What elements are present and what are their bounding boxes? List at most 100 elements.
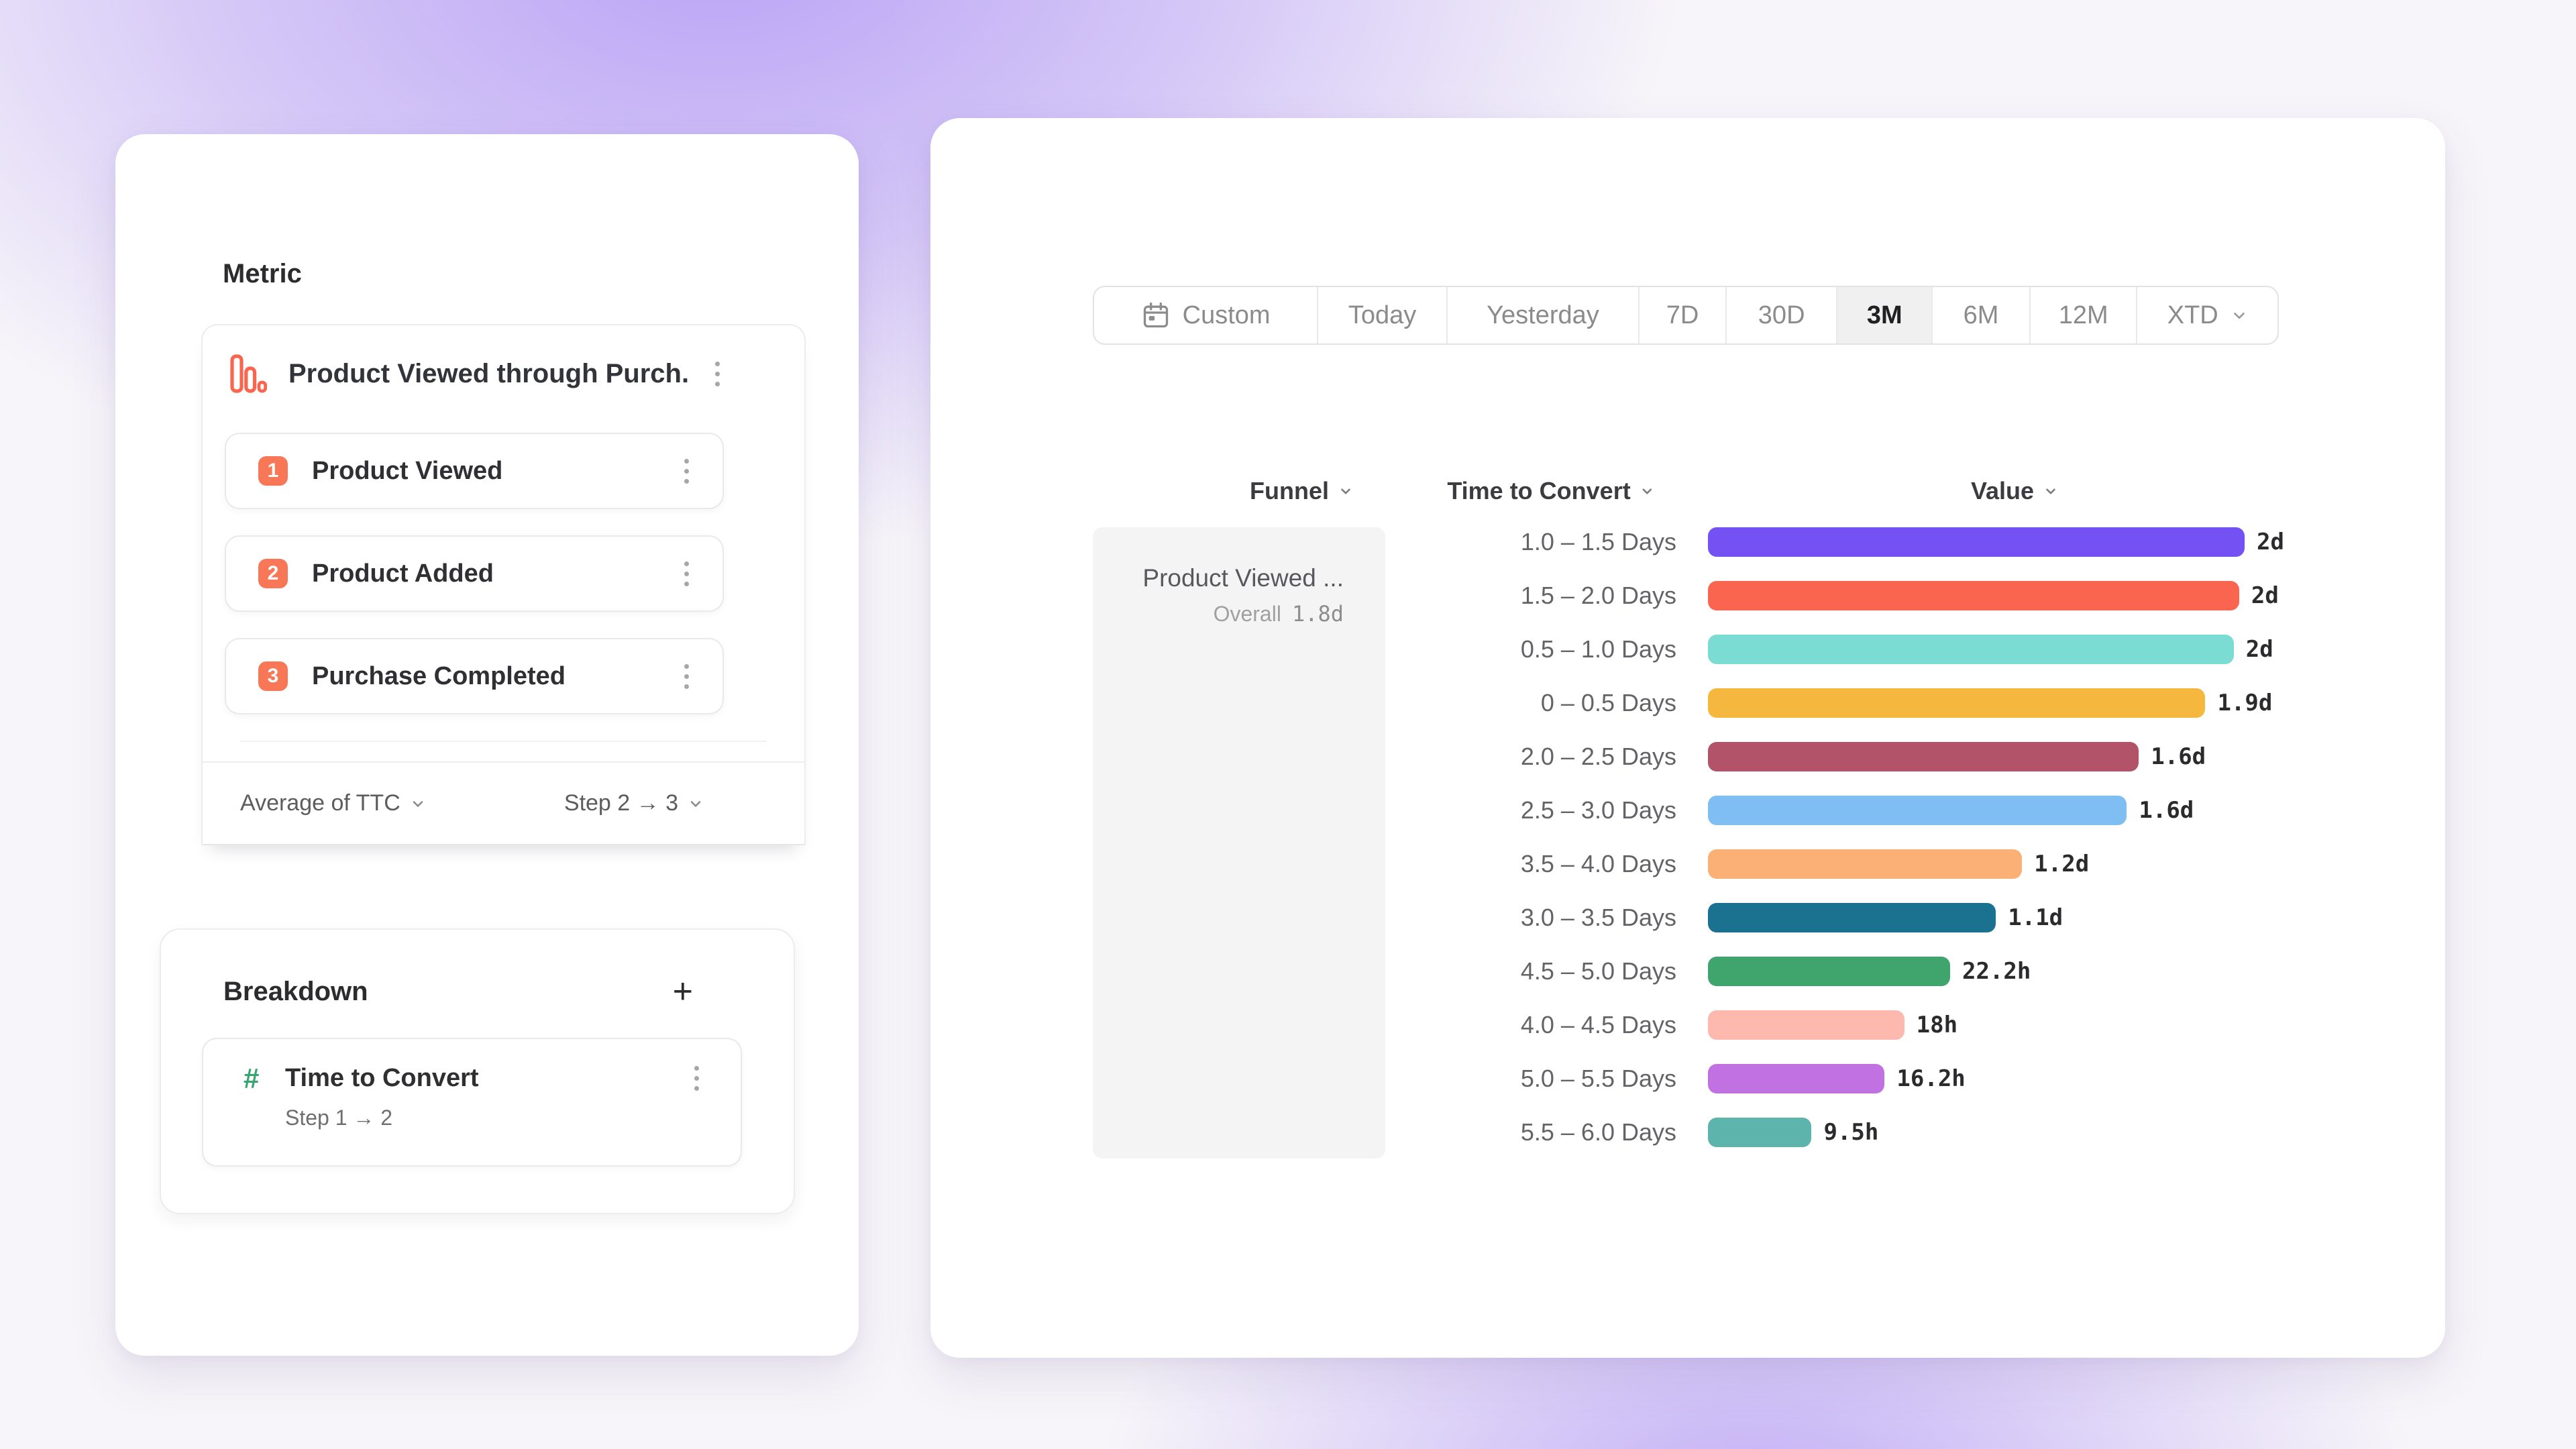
breakdown-step-range: Step 1 → 2	[285, 1106, 393, 1130]
kebab-menu-icon[interactable]	[680, 557, 693, 590]
number-property-icon: #	[244, 1062, 260, 1094]
column-header-label: Time to Convert	[1447, 477, 1631, 504]
step-event-label: Product Viewed	[312, 456, 503, 485]
ttc-bar[interactable]	[1708, 635, 2234, 664]
date-range-option-xtd[interactable]: XTD	[2137, 287, 2277, 343]
step-number-badge: 1	[258, 456, 288, 486]
kebab-menu-icon[interactable]	[711, 358, 724, 390]
date-range-option-label: 3M	[1866, 301, 1902, 329]
table-row: 4.5 – 5.0 Days 22.2h	[1395, 957, 2414, 986]
funnel-step-row-1[interactable]: 1 Product Viewed	[225, 433, 724, 509]
date-range-option-custom[interactable]: Custom	[1094, 287, 1319, 343]
ttc-bar[interactable]	[1708, 957, 1950, 986]
step-range-select[interactable]: Step 2 → 3	[564, 790, 704, 816]
column-header-time-to-convert[interactable]: Time to Convert	[1447, 476, 1654, 506]
ttc-bar[interactable]	[1708, 903, 1996, 932]
funnel-group-name: Product Viewed ...	[1142, 564, 1344, 592]
breakdown-property-card[interactable]: # Time to Convert Step 1 → 2	[202, 1038, 742, 1167]
column-header-label: Value	[1970, 477, 2035, 504]
table-row: 4.0 – 4.5 Days 18h	[1395, 1010, 2414, 1040]
column-header-funnel[interactable]: Funnel	[1250, 476, 1353, 506]
step-number-badge: 2	[258, 559, 288, 588]
chevron-down-icon	[2046, 488, 2055, 494]
ttc-bar-value: 2d	[2251, 582, 2279, 609]
date-range-option-label: 6M	[1963, 301, 1999, 329]
date-range-option-6m[interactable]: 6M	[1933, 287, 2031, 343]
breakdown-header: Breakdown +	[161, 930, 794, 1011]
funnel-chart-icon	[230, 354, 267, 393]
date-range-option-label: 12M	[2058, 301, 2108, 329]
ttc-bar-value: 2d	[2257, 529, 2284, 555]
kebab-menu-icon[interactable]	[680, 455, 693, 488]
chevron-down-icon	[1341, 488, 1350, 494]
funnel-metric-row[interactable]: Product Viewed through Purch...	[203, 325, 804, 394]
step-event-label: Purchase Completed	[312, 661, 566, 690]
report-panel: Custom Today Yesterday 7D 30D 3M 6M 12M …	[930, 118, 2445, 1358]
ttc-bar[interactable]	[1708, 1064, 1885, 1093]
breakdown-table: 1.0 – 1.5 Days 2d 1.5 – 2.0 Days 2d 0.5 …	[1395, 527, 2414, 1147]
divider	[240, 741, 767, 742]
kebab-menu-icon[interactable]	[690, 1062, 703, 1095]
aggregation-select[interactable]: Average of TTC	[240, 790, 426, 816]
date-range-picker: Custom Today Yesterday 7D 30D 3M 6M 12M …	[1093, 286, 2279, 345]
ttc-bucket-label: 3.5 – 4.0 Days	[1520, 850, 1676, 877]
date-range-option-label: XTD	[2167, 301, 2218, 329]
funnel-step-row-2[interactable]: 2 Product Added	[225, 535, 724, 612]
funnel-overall-row: Overall 1.8d	[1113, 601, 1344, 627]
date-range-option-label: Custom	[1182, 301, 1271, 329]
ttc-bucket-label: 3.0 – 3.5 Days	[1520, 904, 1676, 931]
table-row: 3.0 – 3.5 Days 1.1d	[1395, 903, 2414, 932]
date-range-option-today[interactable]: Today	[1318, 287, 1448, 343]
ttc-bar[interactable]	[1708, 527, 2245, 557]
date-range-option-label: 30D	[1758, 301, 1805, 329]
metric-card: Product Viewed through Purch... 1 Produc…	[201, 324, 806, 845]
funnel-step-row-3[interactable]: 3 Purchase Completed	[225, 638, 724, 714]
kebab-menu-icon[interactable]	[680, 660, 693, 693]
query-builder-panel: Metric Product Viewed through Purch... 1…	[115, 134, 859, 1356]
step-range-label: Step 2 → 3	[564, 790, 678, 816]
metric-card-footer: Average of TTC Step 2 → 3	[203, 761, 804, 844]
add-breakdown-icon[interactable]: +	[672, 972, 693, 1011]
funnel-metric-name: Product Viewed through Purch...	[288, 358, 690, 388]
ttc-bar[interactable]	[1708, 849, 2023, 879]
chevron-down-icon	[1642, 488, 1652, 494]
ttc-bar-value: 2d	[2245, 636, 2273, 663]
table-row: 2.5 – 3.0 Days 1.6d	[1395, 796, 2414, 825]
ttc-bar-value: 18h	[1916, 1012, 1958, 1038]
overall-value: 1.8d	[1291, 601, 1344, 627]
date-range-option-yesterday[interactable]: Yesterday	[1448, 287, 1640, 343]
ttc-bar-value: 1.1d	[2008, 904, 2063, 931]
ttc-bar-value: 1.9d	[2217, 690, 2273, 716]
ttc-bar-value: 16.2h	[1896, 1065, 1966, 1092]
ttc-bar-value: 22.2h	[1962, 958, 2031, 985]
ttc-bar[interactable]	[1708, 1010, 1904, 1040]
date-range-option-label: 7D	[1666, 301, 1699, 329]
ttc-bucket-label: 2.0 – 2.5 Days	[1520, 743, 1676, 770]
ttc-bar[interactable]	[1708, 1118, 1812, 1147]
date-range-option-3m[interactable]: 3M	[1837, 287, 1933, 343]
column-header-label: Funnel	[1250, 477, 1329, 504]
date-range-option-30d[interactable]: 30D	[1727, 287, 1838, 343]
ttc-bar-value: 1.6d	[2151, 743, 2206, 770]
calendar-icon	[1143, 302, 1168, 328]
ttc-bar[interactable]	[1708, 581, 2239, 610]
ttc-bar-value: 9.5h	[1823, 1119, 1879, 1146]
table-row: 5.5 – 6.0 Days 9.5h	[1395, 1118, 2414, 1147]
column-header-value[interactable]: Value	[1971, 476, 2058, 506]
table-row: 5.0 – 5.5 Days 16.2h	[1395, 1064, 2414, 1093]
ttc-bar[interactable]	[1708, 688, 2206, 718]
table-row: 0.5 – 1.0 Days 2d	[1395, 635, 2414, 664]
chevron-down-icon	[413, 800, 423, 807]
date-range-option-7d[interactable]: 7D	[1640, 287, 1727, 343]
ttc-bar[interactable]	[1708, 742, 2139, 771]
ttc-bar[interactable]	[1708, 796, 2127, 825]
ttc-bucket-label: 1.0 – 1.5 Days	[1520, 528, 1676, 555]
date-range-option-12m[interactable]: 12M	[2031, 287, 2138, 343]
overall-label: Overall	[1213, 602, 1281, 626]
table-row: 0 – 0.5 Days 1.9d	[1395, 688, 2414, 718]
ttc-bar-value: 1.6d	[2139, 797, 2194, 824]
table-row: 1.5 – 2.0 Days 2d	[1395, 581, 2414, 610]
funnel-group-cell[interactable]: Product Viewed ... Overall 1.8d	[1093, 527, 1385, 1159]
ttc-bucket-label: 0.5 – 1.0 Days	[1520, 635, 1676, 663]
